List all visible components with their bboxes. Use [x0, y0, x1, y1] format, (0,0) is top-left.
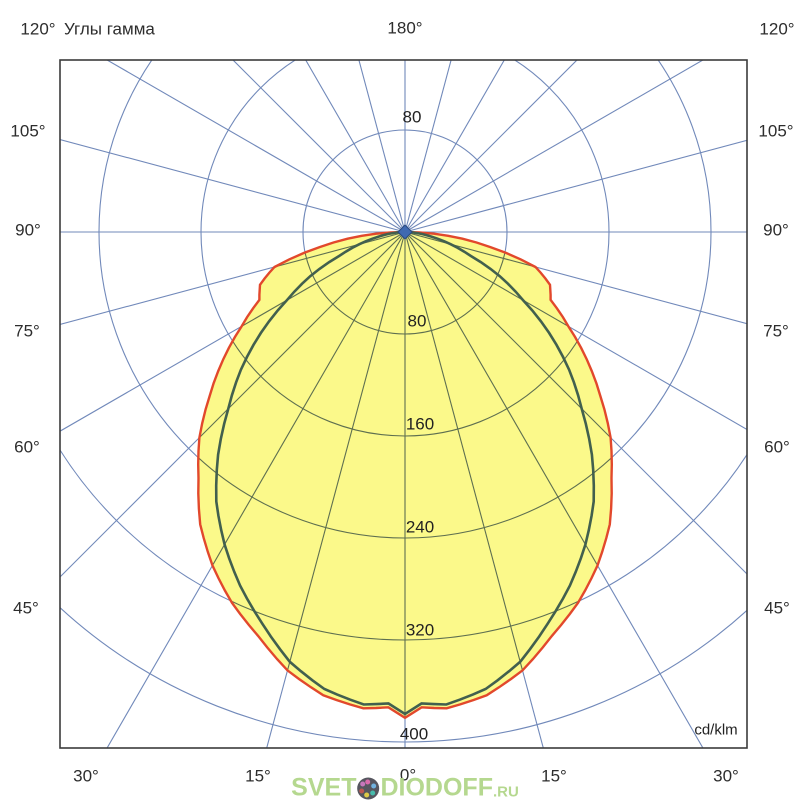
gamma-angle-label-left: 60° — [14, 437, 40, 457]
gamma-angle-label-bottom: 0° — [399, 765, 417, 785]
grid-radial-line — [105, 60, 406, 233]
gamma-angle-label-top-right: 120° — [759, 19, 795, 39]
center-marker — [397, 224, 413, 240]
grid-radial-line — [404, 60, 578, 233]
unit-label: cd/klm — [694, 721, 738, 739]
gamma-angle-label-right: 60° — [764, 437, 790, 457]
gamma-angle-label-right: 90° — [763, 220, 789, 240]
gamma-angle-label-top-left: 120° — [20, 19, 56, 39]
watermark-text-tld: .RU — [492, 783, 519, 800]
grid-radial-line — [198, 232, 406, 718]
curve-outer — [196, 230, 614, 720]
grid-radial-line — [404, 60, 505, 233]
gamma-angle-label-left: 75° — [14, 321, 40, 341]
gamma-angle-label-left: 45° — [13, 598, 39, 618]
gamma-angle-label-left: 90° — [15, 220, 41, 240]
curve-inner — [214, 230, 596, 716]
watermark-text-middle: DIODOFF — [380, 773, 493, 800]
gamma-angle-label-right: 75° — [763, 321, 789, 341]
gamma-angle-label-bottom: 30° — [713, 766, 739, 786]
intensity-ring-label: 240 — [405, 517, 435, 537]
intensity-ring-label: 320 — [405, 620, 435, 640]
gamma-angle-label-bottom: 15° — [245, 766, 271, 786]
grid-radial-line — [60, 138, 406, 233]
gamma-angle-label-right: 105° — [758, 121, 794, 141]
grid-radial-line — [404, 232, 612, 718]
watermark-text-prefix: SVET — [291, 773, 357, 800]
grid-radial-line — [404, 232, 612, 718]
intensity-ring-label: 400 — [399, 724, 429, 744]
watermark: SVET DIODOFF .RU — [291, 774, 519, 800]
grid-radial-line — [305, 60, 406, 233]
intensity-ring-label: 80 — [402, 107, 422, 127]
grid-radial-line — [198, 232, 406, 718]
grid-radial-line — [404, 60, 452, 233]
gamma-angle-label-bottom: 30° — [73, 766, 99, 786]
gamma-angle-label-bottom: 15° — [541, 766, 567, 786]
grid-radial-line — [404, 139, 747, 233]
grid-radial-line — [358, 60, 406, 233]
watermark-logo-icon — [357, 777, 380, 799]
intensity-ring-label: 160 — [405, 414, 435, 434]
chart-title: Углы гамма — [64, 19, 155, 39]
gamma-angle-label-right: 45° — [764, 598, 790, 618]
gamma-angle-label-left: 105° — [10, 121, 46, 141]
grid-radial-line — [232, 60, 406, 233]
chart-frame — [59, 59, 748, 749]
grid-radial-line — [404, 60, 705, 233]
intensity-ring-label: 80 — [407, 311, 427, 331]
gamma-angle-label-top-center: 180° — [387, 18, 423, 38]
